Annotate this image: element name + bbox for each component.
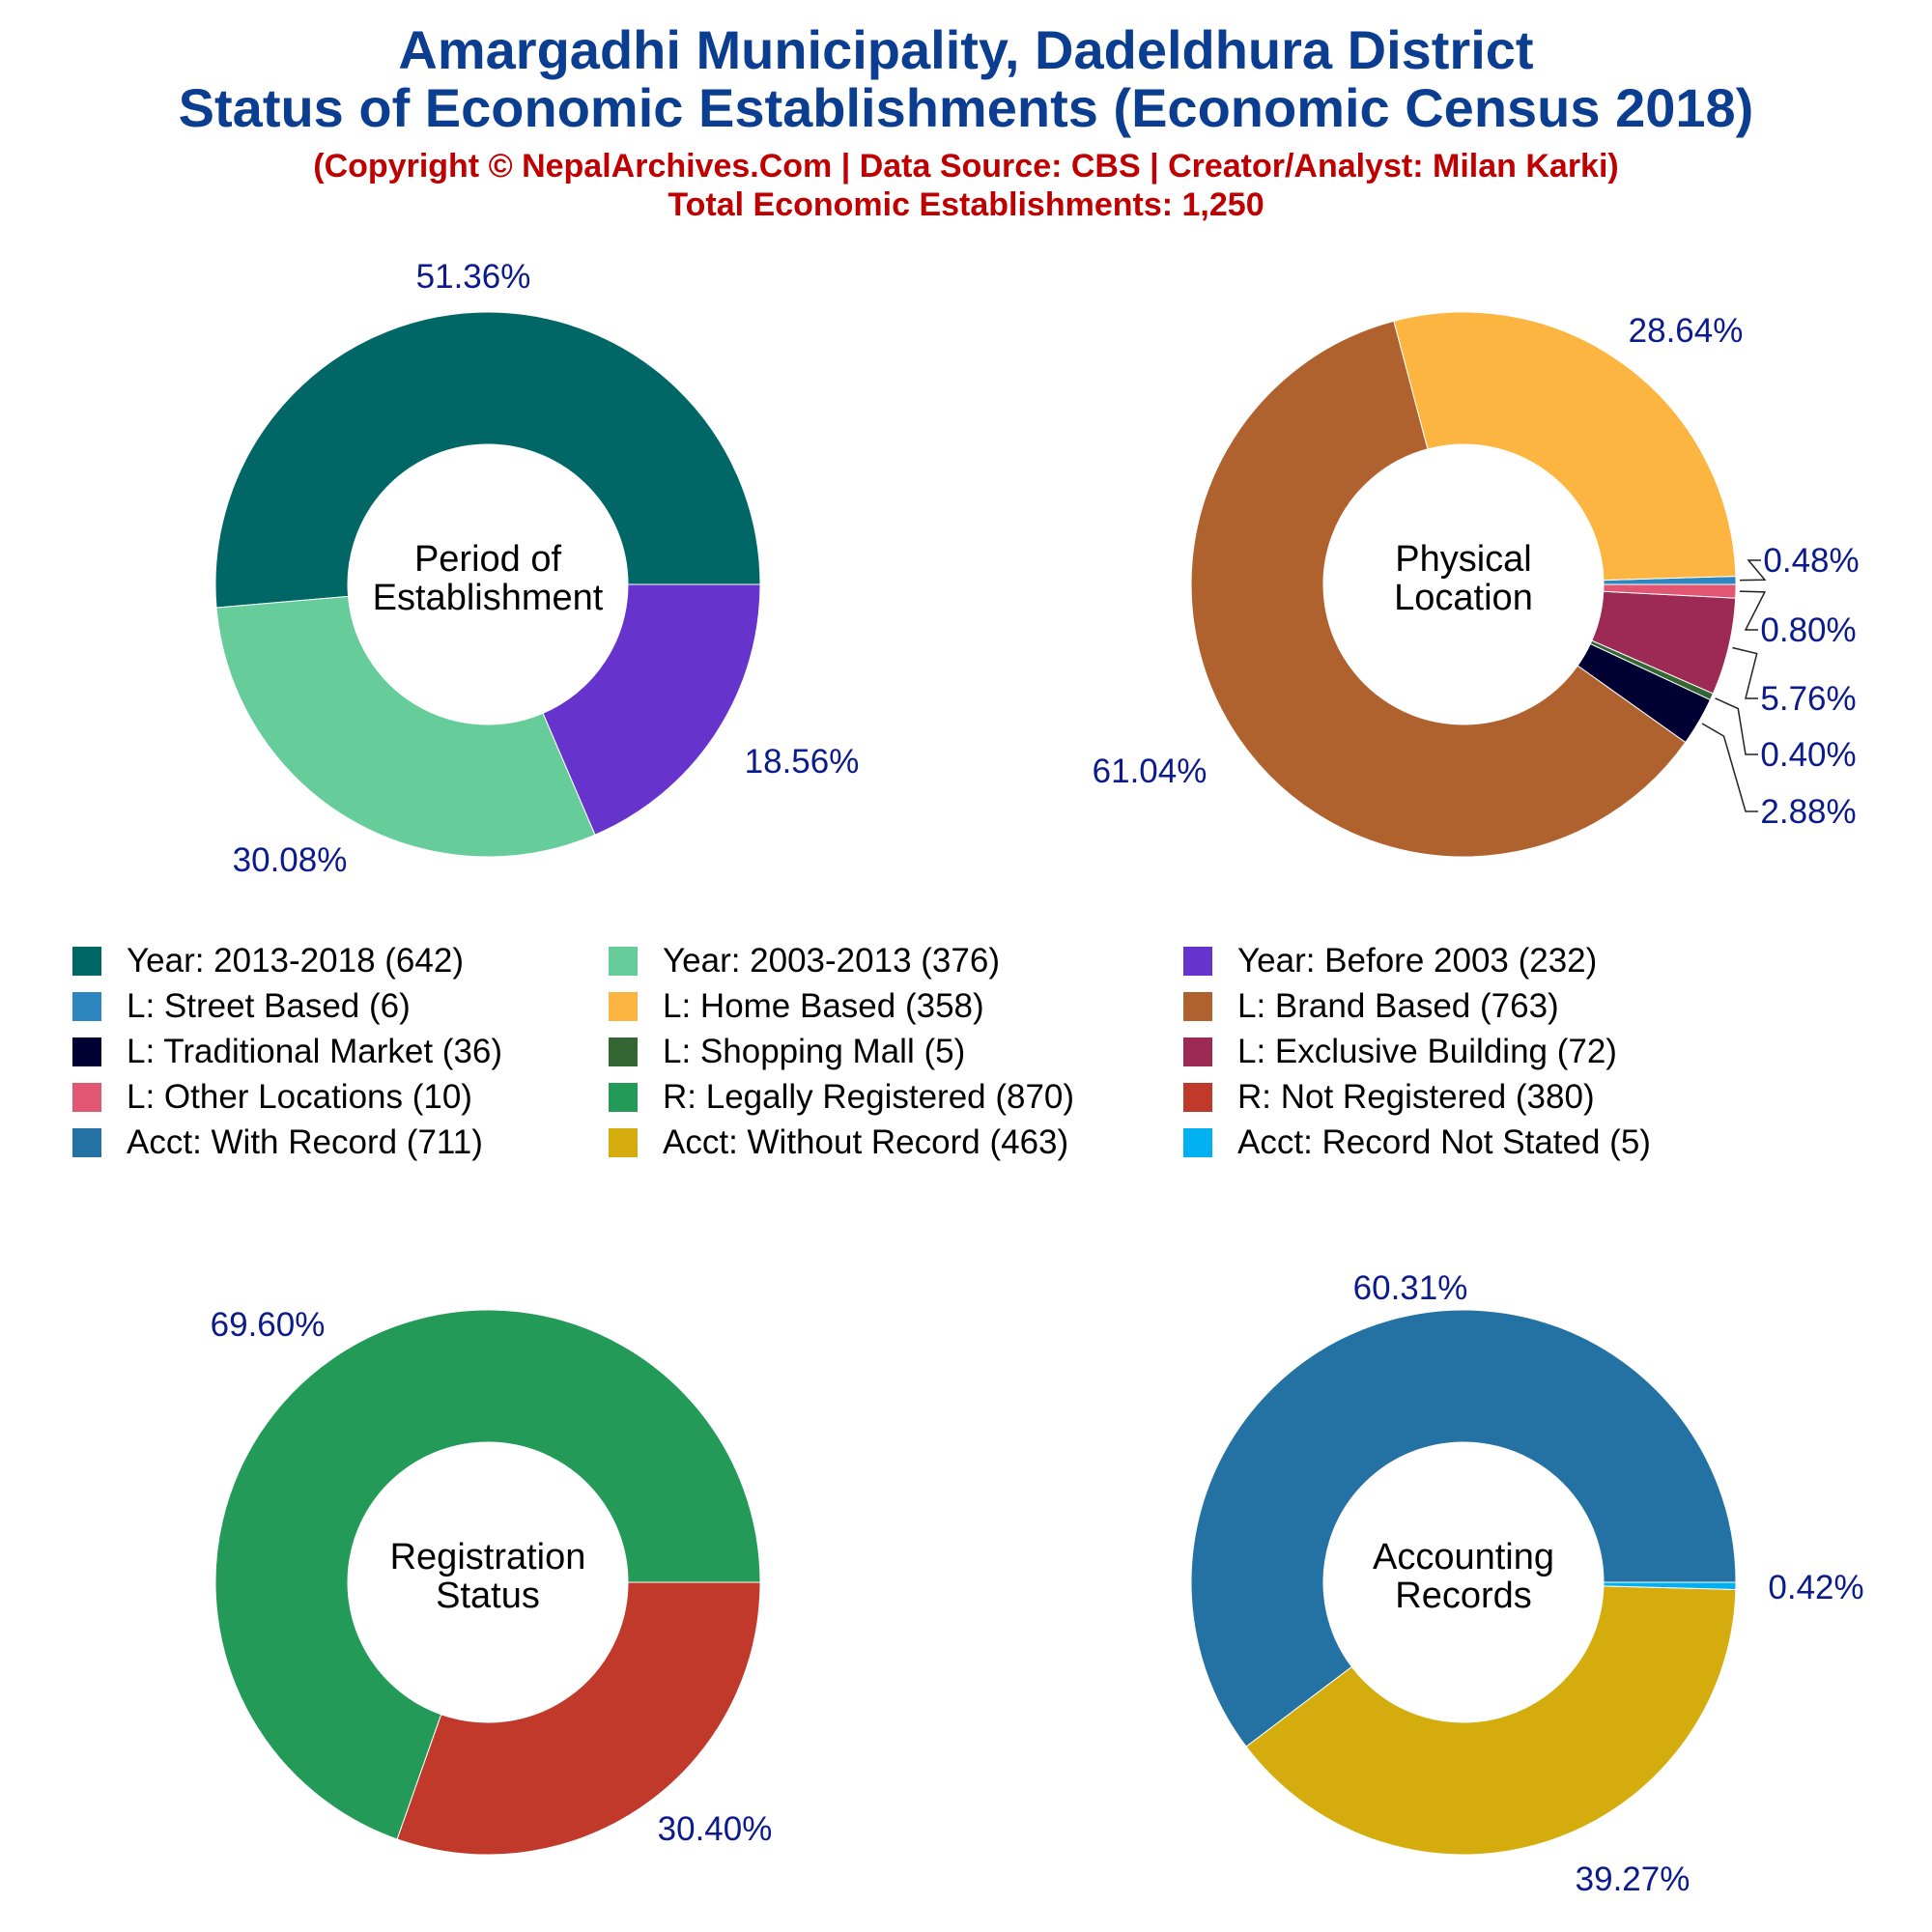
- donut-slice: [1190, 320, 1687, 858]
- legend-item: R: Not Registered (380): [1183, 1075, 1595, 1120]
- label-leader-line: [1739, 590, 1767, 631]
- legend-swatch: [1183, 1037, 1212, 1066]
- legend-label: L: Other Locations (10): [127, 1078, 472, 1116]
- legend-label: L: Traditional Market (36): [127, 1033, 503, 1070]
- legend-swatch: [72, 1128, 101, 1157]
- legend-item: L: Traditional Market (36): [72, 1030, 502, 1074]
- legend-swatch: [609, 1083, 638, 1112]
- legend-label: L: Street Based (6): [127, 987, 411, 1025]
- legend-label: R: Not Registered (380): [1237, 1078, 1595, 1116]
- donut-center-label: Registration: [390, 1537, 586, 1577]
- legend-swatch: [1183, 1083, 1212, 1112]
- chart-title-line-2: Status of Economic Establishments (Econo…: [178, 77, 1754, 138]
- percent-label: 18.56%: [745, 743, 860, 781]
- percent-label: 5.76%: [1760, 680, 1856, 718]
- legend-swatch: [72, 1083, 101, 1112]
- percent-label: 61.04%: [1093, 753, 1208, 790]
- legend-swatch: [609, 1037, 638, 1066]
- donut-slice: [542, 583, 761, 836]
- legend-item: L: Street Based (6): [72, 984, 411, 1029]
- label-leader-line: [1732, 646, 1758, 699]
- legend-swatch: [72, 992, 101, 1021]
- legend-swatch: [1183, 947, 1212, 976]
- legend-label: L: Brand Based (763): [1237, 987, 1559, 1025]
- donut-center-label: Status: [436, 1576, 540, 1616]
- percent-label: 0.80%: [1760, 611, 1856, 649]
- chart-subtitle-line-1: (Copyright © NepalArchives.Com | Data So…: [313, 148, 1619, 185]
- donut-slice: [1603, 1581, 1737, 1591]
- donut-center-label: Records: [1395, 1576, 1532, 1616]
- donut-slice: [214, 1309, 761, 1840]
- legend-swatch: [72, 947, 101, 976]
- donut-center-label: Location: [1394, 578, 1533, 618]
- label-leader-line: [1701, 723, 1758, 812]
- percent-label: 51.36%: [416, 258, 531, 296]
- percent-label: 69.60%: [211, 1306, 326, 1344]
- legend-swatch: [1183, 992, 1212, 1021]
- percent-label: 39.27%: [1576, 1861, 1690, 1898]
- donut-slice: [214, 311, 761, 609]
- donut-chart-2: 0.48% 28.64% 61.04% 2.88% 0.40% 5.76% 0.80% Phy…: [1093, 311, 1860, 858]
- percent-label: 60.31%: [1353, 1269, 1468, 1307]
- legend-label: L: Shopping Mall (5): [663, 1033, 966, 1070]
- percent-label: 28.64%: [1629, 312, 1744, 350]
- percent-label: 30.08%: [233, 841, 348, 879]
- percent-label: 0.40%: [1760, 736, 1856, 774]
- donut-slice: [1603, 583, 1737, 599]
- legend-label: Acct: Record Not Stated (5): [1237, 1123, 1651, 1161]
- legend-swatch: [72, 1037, 101, 1066]
- percent-label: 2.88%: [1760, 793, 1856, 831]
- label-leader-line: [1715, 697, 1758, 755]
- donut-slice: [1393, 311, 1737, 582]
- legend-item: L: Exclusive Building (72): [1183, 1030, 1617, 1074]
- legend-label: Acct: With Record (711): [127, 1123, 483, 1161]
- donut-center-label: Establishment: [373, 578, 604, 618]
- legend-item: L: Shopping Mall (5): [609, 1030, 965, 1074]
- donut-slice: [1245, 1585, 1737, 1856]
- donut-center-label: Physical: [1395, 539, 1532, 580]
- donut-slice: [396, 1581, 761, 1856]
- legend-swatch: [609, 1128, 638, 1157]
- legend-label: Year: 2013-2018 (642): [127, 942, 464, 980]
- legend-item: L: Brand Based (763): [1183, 984, 1559, 1029]
- legend-item: Acct: Record Not Stated (5): [1183, 1121, 1651, 1165]
- legend-item: Year: Before 2003 (232): [1183, 939, 1597, 983]
- legend-swatch: [609, 947, 638, 976]
- chart-subtitle-line-2: Total Economic Establishments: 1,250: [668, 186, 1264, 223]
- legend-label: R: Legally Registered (870): [663, 1078, 1075, 1116]
- legend-label: Acct: Without Record (463): [663, 1123, 1069, 1161]
- legend-swatch: [1183, 1128, 1212, 1157]
- legend-label: L: Exclusive Building (72): [1237, 1033, 1617, 1070]
- legend-label: Year: 2003-2013 (376): [663, 942, 1000, 980]
- donut-slice: [1190, 1309, 1737, 1747]
- legend-item: R: Legally Registered (870): [609, 1075, 1074, 1120]
- legend-item: Year: 2013-2018 (642): [72, 939, 464, 983]
- legend-swatch: [609, 992, 638, 1021]
- legend-item: Acct: Without Record (463): [609, 1121, 1068, 1165]
- chart-title-line-1: Amargadhi Municipality, Dadeldhura Distr…: [398, 19, 1534, 80]
- legend-item: Acct: With Record (711): [72, 1121, 483, 1165]
- donut-center-label: Period of: [414, 539, 562, 580]
- legend-item: Year: 2003-2013 (376): [609, 939, 1000, 983]
- legend-label: Year: Before 2003 (232): [1237, 942, 1598, 980]
- percent-label: 0.48%: [1763, 542, 1859, 580]
- donut-center-label: Accounting: [1373, 1537, 1554, 1577]
- percent-label: 0.42%: [1768, 1569, 1863, 1606]
- donut-slice: [215, 595, 596, 858]
- legend-item: L: Home Based (358): [609, 984, 984, 1029]
- percent-label: 30.40%: [658, 1810, 773, 1848]
- legend-label: L: Home Based (358): [663, 987, 984, 1025]
- legend-item: L: Other Locations (10): [72, 1075, 472, 1120]
- label-leader-line: [1739, 559, 1767, 582]
- chart-header: Amargadhi Municipality, Dadeldhura Distr…: [0, 21, 1932, 224]
